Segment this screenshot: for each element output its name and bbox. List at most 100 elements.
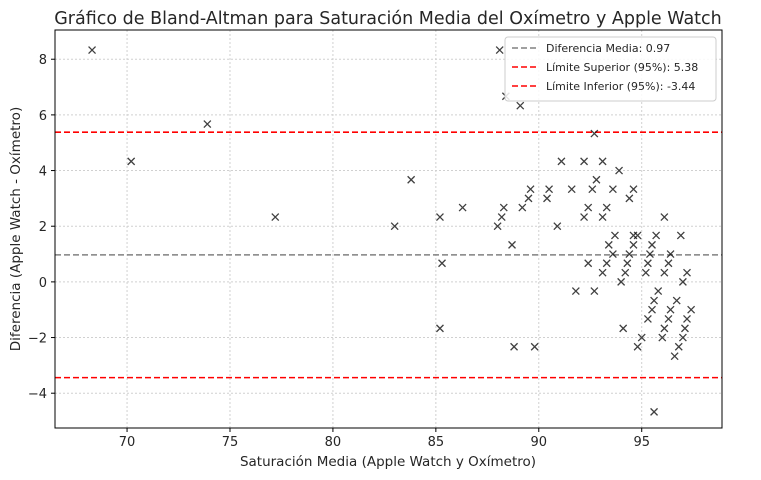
data-point — [617, 277, 626, 286]
data-point — [664, 314, 673, 323]
data-point — [526, 185, 535, 194]
legend: Diferencia Media: 0.97 Límite Superior (9… — [504, 36, 717, 102]
data-point — [436, 324, 444, 333]
data-point — [676, 231, 685, 240]
y-tick-label: −2 — [28, 332, 47, 347]
data-point — [687, 305, 696, 314]
data-point — [553, 222, 562, 231]
data-point — [608, 250, 617, 259]
data-point — [650, 407, 659, 416]
data-point — [674, 342, 683, 351]
x-tick-label: 85 — [428, 435, 445, 450]
data-point — [584, 203, 593, 212]
data-point — [602, 259, 611, 268]
data-point — [619, 324, 628, 333]
legend-label: Límite Superior (95%): 5.38 — [546, 61, 698, 74]
axis-ticks: 70 75 80 85 90 95 −4 −2 0 2 4 6 8 — [28, 53, 650, 450]
x-tick-label: 70 — [119, 435, 136, 450]
data-point — [652, 231, 661, 240]
data-point — [608, 185, 617, 194]
data-point — [604, 240, 613, 249]
data-point — [683, 314, 691, 323]
data-point — [666, 305, 675, 314]
data-point — [524, 194, 533, 203]
plot-frame — [54, 29, 723, 429]
reference-lines — [55, 131, 722, 379]
data-point — [557, 157, 566, 166]
data-point — [518, 203, 527, 212]
data-point — [580, 157, 589, 166]
data-point — [643, 259, 652, 268]
y-axis-label: Diferencia (Apple Watch - Oxímetro) — [8, 107, 24, 351]
y-tick-label: 0 — [39, 276, 47, 291]
data-point — [407, 175, 416, 184]
chart-title: Gráfico de Bland-Altman para Saturación … — [54, 9, 722, 29]
data-point — [530, 342, 539, 351]
data-point — [660, 268, 669, 277]
data-point — [592, 175, 601, 184]
data-point — [633, 342, 642, 351]
data-point — [637, 333, 646, 342]
data-point — [598, 268, 607, 277]
data-point — [390, 222, 399, 231]
data-point — [650, 296, 659, 305]
y-tick-label: 6 — [39, 109, 47, 124]
data-point — [664, 259, 673, 268]
data-point — [670, 352, 679, 361]
legend-label: Límite Inferior (95%): -3.44 — [546, 80, 695, 93]
data-point — [660, 213, 669, 221]
y-tick-label: 2 — [39, 220, 47, 235]
x-tick-label: 95 — [633, 435, 650, 450]
grid — [55, 30, 722, 428]
data-point — [643, 314, 652, 323]
data-point — [666, 250, 675, 259]
data-point — [658, 333, 667, 342]
data-point — [590, 287, 599, 296]
data-point — [516, 101, 525, 110]
data-point — [633, 231, 642, 240]
legend-box — [504, 36, 717, 102]
data-point — [641, 268, 650, 277]
data-point — [680, 324, 689, 333]
data-point — [660, 324, 669, 333]
data-point — [623, 259, 632, 268]
data-point — [510, 342, 519, 351]
data-point — [438, 259, 446, 268]
data-point — [615, 166, 624, 175]
data-point — [629, 240, 638, 249]
y-tick-label: 4 — [39, 165, 47, 180]
legend-label: Diferencia Media: 0.97 — [546, 42, 670, 55]
data-point — [602, 203, 611, 212]
data-points — [88, 46, 696, 416]
data-point — [580, 213, 589, 221]
x-tick-label: 75 — [222, 435, 239, 450]
x-axis-label: Saturación Media (Apple Watch y Oxímetro… — [240, 454, 536, 470]
data-point — [493, 222, 502, 231]
data-point — [499, 203, 508, 212]
data-point — [495, 46, 504, 54]
data-point — [629, 185, 638, 194]
data-point — [598, 213, 607, 221]
data-point — [625, 194, 634, 203]
data-point — [678, 333, 687, 342]
data-point — [672, 296, 681, 305]
data-point — [648, 305, 656, 314]
data-point — [598, 157, 607, 166]
data-point — [645, 250, 654, 259]
data-point — [436, 213, 444, 221]
data-point — [127, 157, 136, 166]
data-point — [625, 250, 634, 259]
data-point — [543, 194, 551, 203]
data-point — [588, 185, 597, 194]
data-point — [458, 203, 467, 212]
data-point — [654, 287, 663, 296]
data-point — [545, 185, 554, 194]
data-point — [497, 213, 506, 221]
y-tick-label: 8 — [39, 53, 47, 68]
data-point — [203, 120, 212, 129]
data-point — [683, 268, 691, 277]
data-point — [571, 287, 580, 296]
x-tick-label: 80 — [325, 435, 342, 450]
y-tick-label: −4 — [28, 387, 47, 402]
